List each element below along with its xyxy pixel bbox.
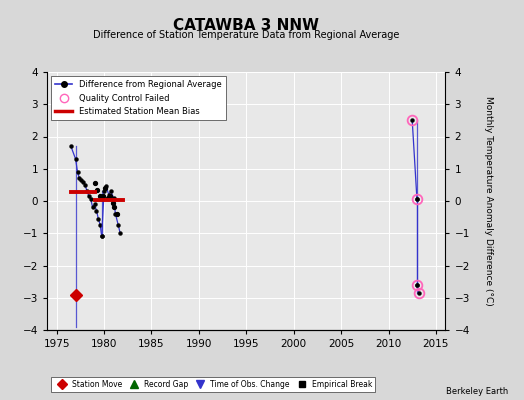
- Legend: Station Move, Record Gap, Time of Obs. Change, Empirical Break: Station Move, Record Gap, Time of Obs. C…: [51, 377, 376, 392]
- Text: CATAWBA 3 NNW: CATAWBA 3 NNW: [173, 18, 319, 33]
- Text: Difference of Station Temperature Data from Regional Average: Difference of Station Temperature Data f…: [93, 30, 399, 40]
- Y-axis label: Monthly Temperature Anomaly Difference (°C): Monthly Temperature Anomaly Difference (…: [484, 96, 493, 306]
- Text: Berkeley Earth: Berkeley Earth: [446, 387, 508, 396]
